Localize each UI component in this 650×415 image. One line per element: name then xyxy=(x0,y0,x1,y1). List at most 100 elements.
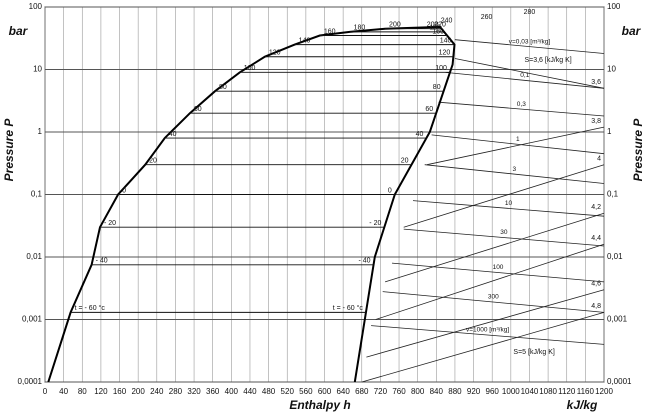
isotherm-label: 60 xyxy=(194,106,202,113)
x-tick-label: 960 xyxy=(486,387,500,396)
x-tick-label: 120 xyxy=(94,387,108,396)
x-tick-label: 360 xyxy=(206,387,220,396)
isotherm-label-vapour: 0 xyxy=(388,187,392,194)
isentrope-label: 3,6 xyxy=(591,79,601,86)
x-tick-label: 480 xyxy=(262,387,276,396)
isentrope-label: 4,4 xyxy=(591,235,601,242)
isotherm-label-vapour: - 20 xyxy=(369,220,381,227)
y-unit-right: bar xyxy=(622,24,642,38)
x-tick-label: 1120 xyxy=(558,387,576,396)
x-tick-label: 0 xyxy=(43,387,48,396)
isentrope-label: 4,6 xyxy=(591,281,601,288)
isochore xyxy=(382,291,605,313)
isotherm-label: 40 xyxy=(169,131,177,138)
isochore-label: 30 xyxy=(500,229,508,236)
x-tick-label: 840 xyxy=(430,387,444,396)
isotherm-label: - 20 xyxy=(104,220,116,227)
isentrope xyxy=(384,212,605,283)
x-tick-label: 520 xyxy=(281,387,295,396)
isentrope xyxy=(375,243,605,320)
y-tick-label: 0,0001 xyxy=(18,377,43,386)
x-tick-label: 920 xyxy=(467,387,481,396)
x-tick-label: 1000 xyxy=(502,387,520,396)
isentrope-label: 3,8 xyxy=(591,118,601,125)
x-tick-label: 880 xyxy=(448,387,462,396)
isochore-label: v=1000 [m³/kg] xyxy=(466,327,509,334)
y-tick-label-right: 0,1 xyxy=(607,190,619,199)
isotherm-label: 0 xyxy=(122,187,126,194)
y-tick-label-right: 0,001 xyxy=(607,315,628,324)
x-tick-label: 400 xyxy=(225,387,239,396)
x-tick-label: 1200 xyxy=(595,387,613,396)
x-tick-label: 160 xyxy=(113,387,127,396)
isochore-label: 3 xyxy=(513,166,517,173)
x-tick-label: 1080 xyxy=(539,387,557,396)
isotherm-label-vapour: - 40 xyxy=(358,258,370,265)
isochore xyxy=(454,39,605,54)
isochore xyxy=(438,101,605,117)
isochore xyxy=(391,262,605,283)
isotherm-label-vapour: 80 xyxy=(433,84,441,91)
isotherm-label-vapour: 140 xyxy=(440,37,452,44)
isotherm-label: 180 xyxy=(354,25,366,32)
isentrope xyxy=(366,289,605,358)
isotherm-label-vapour: 100 xyxy=(435,65,447,72)
isotherm-label: 120 xyxy=(269,50,281,57)
y-unit: bar xyxy=(9,24,29,38)
isotherm-label-vapour: t = - 60 °c xyxy=(333,304,364,312)
x-tick-label: 200 xyxy=(131,387,145,396)
saturation-line xyxy=(47,25,456,383)
isochore xyxy=(403,228,605,247)
isochore-label: 300 xyxy=(488,294,499,301)
y-tick-label-right: 1 xyxy=(607,127,612,136)
isotherm-label-vapour: 180 xyxy=(429,25,441,32)
isotherm-label-vapour: 20 xyxy=(401,158,409,165)
isochore-label: 10 xyxy=(505,200,513,207)
isotherm-label-vapour: 60 xyxy=(425,106,433,113)
x-axis-title: Enthalpy h xyxy=(289,398,350,412)
isentrope-label: 4,2 xyxy=(591,204,601,211)
x-tick-label: 440 xyxy=(243,387,257,396)
isotherm-label-vapour: 40 xyxy=(416,131,424,138)
y-tick-label: 0,01 xyxy=(26,252,42,261)
isotherm-label: 140 xyxy=(299,37,311,44)
isotherm-label: t = - 60 °c xyxy=(75,304,106,312)
isochore xyxy=(431,134,605,155)
y-tick-label-right: 0,0001 xyxy=(607,377,632,386)
x-tick-label: 1160 xyxy=(577,387,595,396)
isentrope xyxy=(426,126,605,166)
isotherm-label: 80 xyxy=(219,84,227,91)
isotherm-label: - 40 xyxy=(96,258,108,265)
isochore-label: 1 xyxy=(516,136,520,143)
annotation: S=5 [kJ/kg K] xyxy=(513,349,554,356)
x-tick-label: 600 xyxy=(318,387,332,396)
y-tick-label: 100 xyxy=(29,2,43,11)
annotation: 260 xyxy=(481,14,493,21)
x-tick-label: 800 xyxy=(411,387,425,396)
isochore-label: 0,1 xyxy=(520,72,529,79)
x-tick-label: 1040 xyxy=(521,387,539,396)
y-axis-title: Pressure P xyxy=(2,118,16,182)
y-tick-label-right: 10 xyxy=(607,65,616,74)
isochore xyxy=(424,164,605,184)
x-tick-label: 760 xyxy=(392,387,406,396)
x-tick-label: 280 xyxy=(169,387,183,396)
y-tick-label: 0,001 xyxy=(22,315,43,324)
isotherm-label-vapour: 120 xyxy=(439,50,451,57)
y-tick-label: 0,1 xyxy=(31,190,43,199)
isentrope xyxy=(454,58,605,89)
x-tick-label: 320 xyxy=(187,387,201,396)
isochore xyxy=(371,325,605,345)
y-tick-label-right: 0,01 xyxy=(607,252,623,261)
x-tick-label: 640 xyxy=(336,387,350,396)
x-tick-label: 240 xyxy=(150,387,164,396)
y-tick-label-right: 100 xyxy=(607,2,621,11)
isentrope xyxy=(361,312,605,383)
isotherm-label: 200 xyxy=(389,22,401,29)
isotherm-label: 160 xyxy=(324,28,336,35)
annotation: 280 xyxy=(524,9,536,16)
annotation: 220 xyxy=(434,22,446,29)
annotation: S=3,6 [kJ/kg K] xyxy=(524,57,571,64)
x-tick-label: 80 xyxy=(78,387,87,396)
